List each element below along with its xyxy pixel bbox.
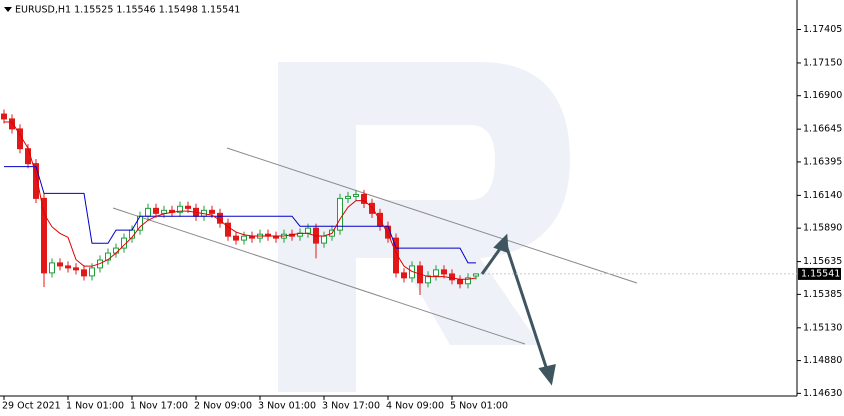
candle-body [145, 207, 151, 217]
candle-body [81, 269, 87, 277]
candle-body [449, 273, 455, 281]
forecast-arrows [480, 233, 556, 386]
y-tick-label: 1.15130 [803, 322, 842, 333]
watermark-stem [278, 62, 356, 392]
candle-body [433, 269, 439, 277]
candle-body [465, 277, 471, 285]
y-tick-label: 1.17150 [803, 57, 842, 68]
candle-body [113, 247, 119, 254]
candle-body [441, 269, 447, 275]
y-tick-label: 1.14630 [803, 388, 842, 399]
candle-body [225, 222, 231, 237]
candle-body [305, 227, 311, 234]
candle-body [321, 235, 327, 244]
x-tick-label: 1 Nov 17:00 [130, 401, 188, 412]
x-tick-label: 29 Oct 2021 [2, 401, 61, 412]
candle-body [65, 265, 71, 269]
candle-body [49, 262, 55, 274]
y-tick-label: 1.17405 [803, 24, 842, 35]
candle-body [25, 148, 31, 165]
candle-body [353, 193, 359, 197]
candle-body [185, 205, 191, 209]
y-tick-label: 1.16140 [803, 190, 842, 201]
arrow-down [504, 244, 549, 371]
y-tick-label: 1.15635 [803, 256, 842, 267]
y-tick-label: 1.16900 [803, 90, 842, 101]
x-tick-label: 2 Nov 09:00 [194, 401, 252, 412]
arrow-up [480, 245, 504, 275]
last-price-box [798, 267, 841, 280]
y-tick-label: 1.16645 [803, 124, 842, 135]
last-price-label: 1.15541 [801, 268, 840, 279]
x-tick-label: 3 Nov 01:00 [258, 401, 316, 412]
chart-title: EURUSD,H1 1.15525 1.15546 1.15498 1.1554… [15, 5, 240, 16]
x-tick-label: 1 Nov 01:00 [66, 401, 124, 412]
candle-body [105, 252, 111, 261]
candle-body [57, 262, 63, 267]
candle-body [241, 235, 247, 241]
candle-body [153, 207, 159, 214]
y-tick-label: 1.15385 [803, 289, 842, 300]
x-tick-label: 4 Nov 09:00 [386, 401, 444, 412]
candle-body [209, 209, 215, 214]
y-tick-label: 1.16395 [803, 156, 842, 167]
x-tick-label: 3 Nov 17:00 [322, 401, 380, 412]
candle-body [345, 195, 351, 199]
candle-body [1, 113, 7, 120]
channel-upper [226, 147, 638, 284]
candle-body [473, 273, 479, 277]
x-tick-label: 5 Nov 01:00 [450, 401, 508, 412]
candle-body [425, 275, 431, 284]
y-tick-label: 1.14880 [803, 355, 842, 366]
indicator-line [4, 166, 476, 264]
candle-body [89, 267, 95, 277]
arrow-down-head [538, 364, 556, 386]
candle-body [73, 267, 79, 271]
candle-body [9, 118, 15, 130]
candle-body [233, 235, 239, 241]
arrow-up-head [493, 233, 509, 254]
candle-body [361, 193, 367, 204]
candle-body [401, 272, 407, 279]
candle-body [33, 163, 39, 199]
candle-body [161, 209, 167, 214]
indicator-line [4, 121, 477, 280]
title-marker [4, 7, 12, 12]
y-tick-label: 1.15890 [803, 223, 842, 234]
candle-body [369, 202, 375, 214]
candle-body [41, 197, 47, 274]
candle-body [393, 237, 399, 274]
candle-body [337, 197, 343, 231]
channel [112, 147, 638, 345]
candle-body [457, 279, 463, 285]
candle-body [177, 205, 183, 213]
channel-lower [112, 207, 526, 345]
